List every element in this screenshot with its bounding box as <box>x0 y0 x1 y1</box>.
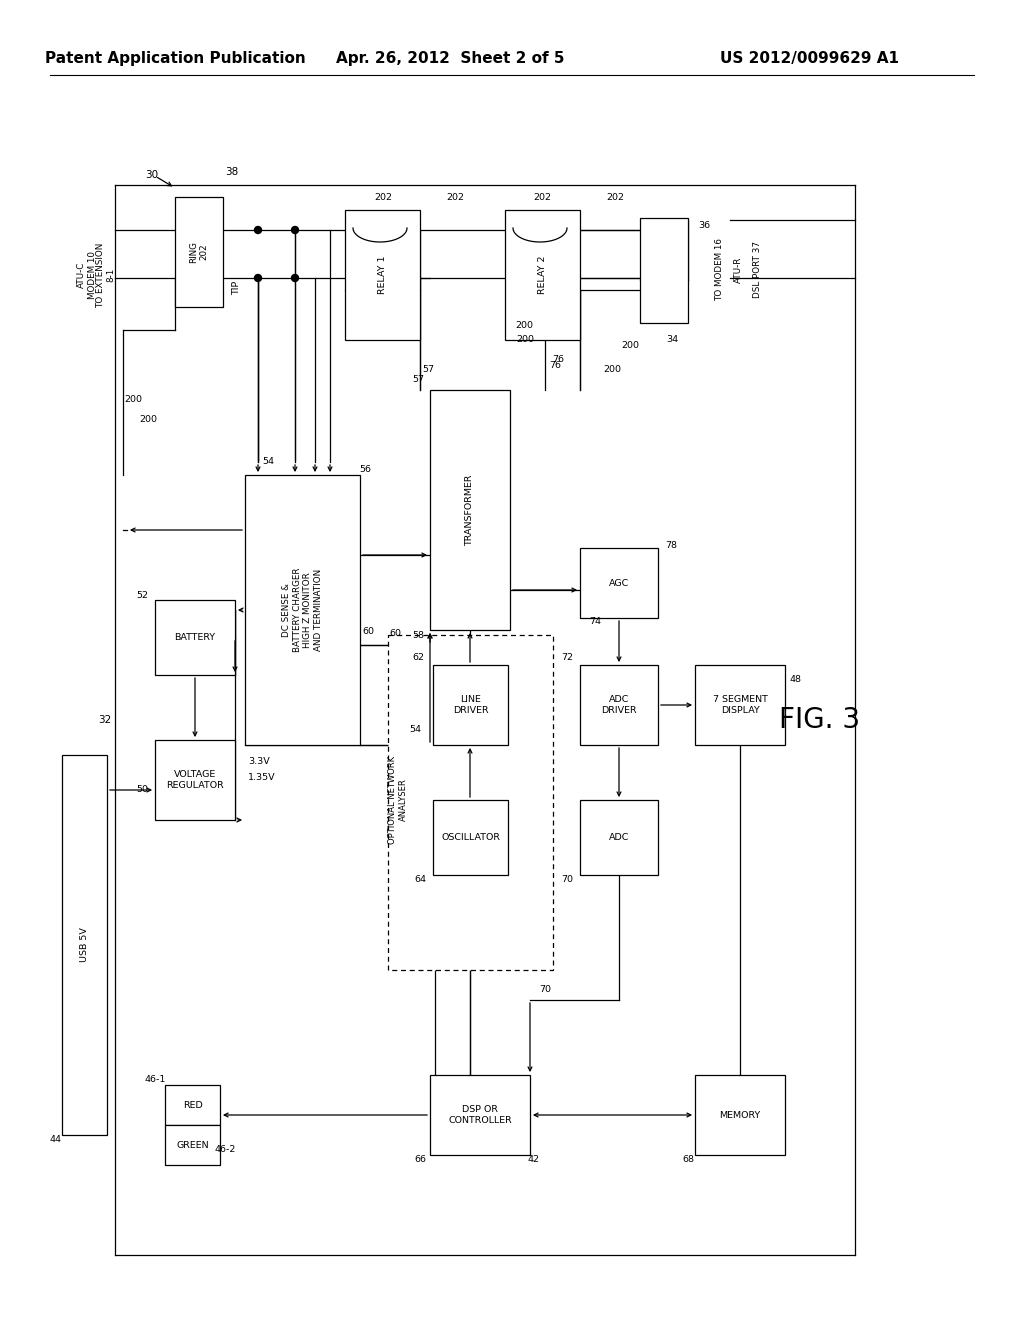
Text: 54: 54 <box>262 458 274 466</box>
Text: 32: 32 <box>98 715 112 725</box>
Text: 64: 64 <box>414 875 426 884</box>
Circle shape <box>292 275 299 281</box>
Bar <box>430 1074 530 1155</box>
Bar <box>165 1125 220 1166</box>
Text: 68: 68 <box>682 1155 694 1164</box>
Text: 1.35V: 1.35V <box>248 774 275 783</box>
Text: ATU-R: ATU-R <box>733 257 742 284</box>
Text: 58: 58 <box>412 631 424 639</box>
Bar <box>430 389 510 630</box>
Text: OPTIONAL NETWORK
ANALYSER: OPTIONAL NETWORK ANALYSER <box>388 756 408 843</box>
Text: US 2012/0099629 A1: US 2012/0099629 A1 <box>721 50 899 66</box>
Bar <box>695 665 785 744</box>
Text: 200: 200 <box>124 396 142 404</box>
Text: 200: 200 <box>139 416 157 425</box>
Text: 60: 60 <box>362 627 374 636</box>
Text: 57: 57 <box>422 366 434 375</box>
Bar <box>433 800 508 875</box>
Text: LINE
DRIVER: LINE DRIVER <box>453 696 488 714</box>
Text: 72: 72 <box>561 653 573 663</box>
Bar <box>640 218 688 323</box>
Text: RELAY 2: RELAY 2 <box>538 256 547 294</box>
Text: 46-2: 46-2 <box>214 1146 236 1155</box>
Text: TRANSFORMER: TRANSFORMER <box>466 474 474 545</box>
Text: 62: 62 <box>412 653 424 663</box>
Bar <box>580 665 658 744</box>
Text: 78: 78 <box>665 540 677 549</box>
Bar <box>155 601 234 675</box>
Text: 56: 56 <box>359 466 371 474</box>
Text: USB 5V: USB 5V <box>80 928 89 962</box>
Bar <box>345 210 420 341</box>
Text: Patent Application Publication: Patent Application Publication <box>45 50 305 66</box>
Circle shape <box>292 227 299 234</box>
Text: RELAY 1: RELAY 1 <box>378 256 387 294</box>
Text: BATTERY: BATTERY <box>174 634 216 642</box>
Text: ADC: ADC <box>609 833 629 842</box>
Text: OSCILLATOR: OSCILLATOR <box>441 833 500 842</box>
Text: 202: 202 <box>534 194 551 202</box>
Bar <box>155 741 234 820</box>
Text: TIP: TIP <box>232 281 242 296</box>
Text: 74: 74 <box>589 618 601 627</box>
Text: 202: 202 <box>606 194 624 202</box>
Text: 200: 200 <box>603 366 621 375</box>
Text: MEMORY: MEMORY <box>720 1110 761 1119</box>
Text: RED: RED <box>182 1101 203 1110</box>
Bar <box>433 665 508 744</box>
Text: 46-1: 46-1 <box>144 1076 166 1085</box>
Text: 57: 57 <box>412 375 424 384</box>
Text: 200: 200 <box>516 335 534 345</box>
Text: 202: 202 <box>446 194 464 202</box>
Bar <box>175 197 223 308</box>
Bar <box>505 210 580 341</box>
Text: VOLTAGE
REGULATOR: VOLTAGE REGULATOR <box>166 771 224 789</box>
Bar <box>388 635 553 970</box>
Circle shape <box>255 227 261 234</box>
Text: 42: 42 <box>527 1155 539 1164</box>
Text: 200: 200 <box>621 341 639 350</box>
Text: RING
202: RING 202 <box>189 242 209 263</box>
Text: TO EXTENSION
8-1: TO EXTENSION 8-1 <box>96 243 116 308</box>
Bar <box>62 755 106 1135</box>
Text: 66: 66 <box>414 1155 426 1164</box>
Bar <box>165 1085 220 1125</box>
Text: DSP OR
CONTROLLER: DSP OR CONTROLLER <box>449 1105 512 1125</box>
Text: 54: 54 <box>409 726 421 734</box>
Text: 3.3V: 3.3V <box>248 758 269 767</box>
Text: Apr. 26, 2012  Sheet 2 of 5: Apr. 26, 2012 Sheet 2 of 5 <box>336 50 564 66</box>
Text: ATU-C
MODEM 10: ATU-C MODEM 10 <box>77 251 96 300</box>
Bar <box>245 475 360 744</box>
Text: 76: 76 <box>552 355 564 364</box>
Text: 38: 38 <box>225 168 239 177</box>
Text: FIG. 3: FIG. 3 <box>779 706 860 734</box>
Text: 60: 60 <box>389 628 401 638</box>
Text: 44: 44 <box>49 1135 61 1144</box>
Text: 70: 70 <box>561 875 573 884</box>
Text: 30: 30 <box>145 170 159 180</box>
Text: DC SENSE &
BATTERY CHARGER
HIGH Z MONITOR
AND TERMINATION: DC SENSE & BATTERY CHARGER HIGH Z MONITO… <box>283 568 323 652</box>
Text: 52: 52 <box>136 590 148 599</box>
Text: 202: 202 <box>374 194 392 202</box>
Text: 76: 76 <box>549 360 561 370</box>
Text: 70: 70 <box>539 986 551 994</box>
Text: 34: 34 <box>666 335 678 345</box>
Text: DSL PORT 37: DSL PORT 37 <box>754 242 763 298</box>
Text: 48: 48 <box>790 676 802 685</box>
Text: GREEN: GREEN <box>176 1140 209 1150</box>
Text: 7 SEGMENT
DISPLAY: 7 SEGMENT DISPLAY <box>713 696 767 714</box>
Bar <box>580 800 658 875</box>
Bar <box>695 1074 785 1155</box>
Text: ADC
DRIVER: ADC DRIVER <box>601 696 637 714</box>
Text: TO MODEM 16: TO MODEM 16 <box>716 239 725 301</box>
Text: 50: 50 <box>136 785 148 795</box>
Text: AGC: AGC <box>609 578 629 587</box>
Text: 200: 200 <box>515 321 534 330</box>
Bar <box>580 548 658 618</box>
Circle shape <box>255 275 261 281</box>
Text: 36: 36 <box>698 222 710 231</box>
